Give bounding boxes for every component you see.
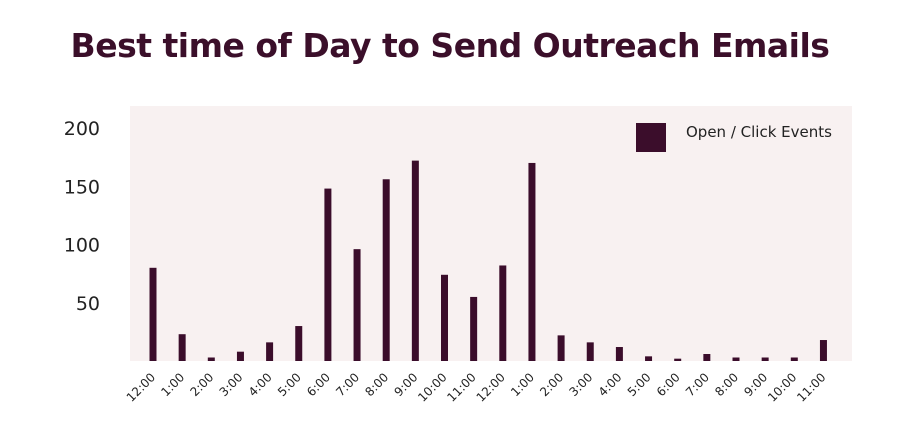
bar xyxy=(236,351,244,361)
bar xyxy=(441,274,448,361)
y-tick-label: 100 xyxy=(64,235,100,257)
bar xyxy=(528,162,536,361)
x-tick-label: 4:00 xyxy=(596,370,625,399)
y-tick-label: 50 xyxy=(76,293,100,315)
bar xyxy=(732,357,740,361)
x-tick-label: 3:00 xyxy=(566,370,595,399)
bar xyxy=(470,296,478,362)
bar xyxy=(645,356,653,361)
bars xyxy=(149,160,827,362)
bar xyxy=(178,334,186,361)
bar xyxy=(615,347,623,361)
bar xyxy=(382,179,390,361)
y-tick-label: 200 xyxy=(64,118,100,140)
legend: Open / Click Events xyxy=(636,123,832,152)
y-tick-label: 150 xyxy=(64,176,100,198)
bar xyxy=(353,249,361,361)
x-tick-label: 8:00 xyxy=(712,370,741,399)
x-tick-label: 8:00 xyxy=(362,370,391,399)
bar xyxy=(295,326,303,361)
x-tick-label: 10:00 xyxy=(415,370,449,404)
x-tick-label: 3:00 xyxy=(217,370,246,399)
bar xyxy=(499,265,507,361)
bar xyxy=(411,160,419,361)
x-tick-label: 5:00 xyxy=(275,370,304,399)
bar xyxy=(703,354,711,361)
x-tick-label: 10:00 xyxy=(765,370,799,404)
x-tick-label: 11:00 xyxy=(794,370,828,404)
plot-background xyxy=(130,106,852,361)
x-tick-label: 6:00 xyxy=(304,370,333,399)
x-tick-label: 7:00 xyxy=(333,370,362,399)
bar xyxy=(207,357,215,361)
bar xyxy=(586,342,594,361)
legend-swatch xyxy=(636,123,666,152)
x-tick-label: 6:00 xyxy=(654,370,683,399)
bar xyxy=(324,188,332,361)
y-axis-tick-labels: 50 100 150 200 xyxy=(64,118,100,315)
chart-title: Best time of Day to Send Outreach Emails xyxy=(70,26,830,65)
bar xyxy=(674,358,682,361)
x-tick-label: 2:00 xyxy=(187,370,216,399)
x-axis-tick-labels: 12:00 1:00 2:00 3:00 4:00 5:00 6:00 7:00 8:00 9:0… xyxy=(124,370,829,404)
x-tick-label: 12:00 xyxy=(474,370,508,404)
x-tick-label: 2:00 xyxy=(537,370,566,399)
legend-label: Open / Click Events xyxy=(686,123,832,141)
bar xyxy=(819,340,827,361)
x-tick-label: 1:00 xyxy=(158,370,187,399)
x-tick-label: 5:00 xyxy=(625,370,654,399)
x-tick-label: 4:00 xyxy=(246,370,275,399)
x-tick-label: 12:00 xyxy=(124,370,158,404)
x-tick-label: 11:00 xyxy=(444,370,478,404)
x-tick-label: 1:00 xyxy=(508,370,537,399)
bar xyxy=(149,267,157,361)
bar xyxy=(790,357,798,361)
x-tick-label: 7:00 xyxy=(683,370,712,399)
bar xyxy=(266,342,274,361)
bar xyxy=(557,335,565,361)
bar xyxy=(761,357,769,361)
